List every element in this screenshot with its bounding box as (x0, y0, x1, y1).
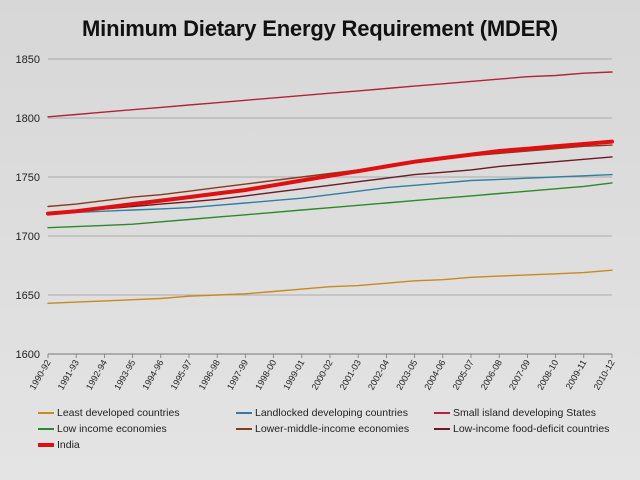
series-line (47, 173, 613, 215)
x-tick-label: 2009-11 (564, 358, 589, 391)
legend-label: Landlocked developing countries (255, 407, 408, 419)
legend-swatch (38, 412, 54, 414)
x-tick-label: 2007-09 (507, 358, 532, 392)
legend-label: Least developed countries (57, 407, 180, 419)
x-tick-label: 1993-95 (112, 358, 137, 392)
x-tick-label: 1997-99 (225, 358, 250, 392)
y-tick-label: 1700 (16, 231, 40, 243)
x-tick-label: 1991-93 (56, 358, 81, 392)
x-tick-label: 2008-10 (535, 358, 560, 392)
series-line (46, 139, 614, 216)
series-line (47, 156, 613, 215)
x-tick-label: 2002-04 (366, 358, 391, 392)
legend-item: Small island developing States (434, 406, 596, 420)
legend-swatch (236, 428, 252, 430)
y-tick-label: 1600 (16, 349, 40, 361)
x-tick-label: 1995-97 (169, 358, 194, 392)
legend-item: India (38, 438, 80, 452)
series-line (47, 182, 613, 229)
x-tick-label: 1998-00 (253, 358, 278, 392)
x-tick-label: 1990-92 (28, 358, 53, 392)
x-tick-label: 2001-03 (338, 358, 363, 392)
legend-swatch (236, 412, 252, 414)
y-tick-label: 1850 (16, 54, 40, 66)
legend-label: Lower-middle-income economies (255, 423, 410, 435)
chart-title: Minimum Dietary Energy Requirement (MDER… (82, 16, 558, 41)
x-tick-label: 2010-12 (592, 358, 617, 392)
legend-swatch (38, 428, 54, 430)
series-line (47, 71, 613, 118)
x-tick-label: 2004-06 (422, 358, 447, 392)
x-tick-label: 1994-96 (140, 358, 165, 392)
legend-swatch (38, 443, 54, 447)
y-tick-label: 1650 (16, 290, 40, 302)
y-tick-label: 1800 (16, 113, 40, 125)
x-tick-label: 2003-05 (394, 358, 419, 392)
legend-item: Low income economies (38, 422, 167, 436)
legend-swatch (434, 412, 450, 414)
x-tick-label: 1996-98 (197, 358, 222, 392)
legend-swatch (434, 428, 450, 430)
series-line (47, 144, 613, 208)
legend-label: India (57, 439, 80, 451)
legend-item: Landlocked developing countries (236, 406, 408, 420)
legend-label: Low-income food-deficit countries (453, 423, 610, 435)
series-line (47, 269, 613, 304)
x-tick-label: 1992-94 (84, 358, 109, 392)
x-tick-label: 2005-07 (451, 358, 476, 392)
legend-label: Low income economies (57, 423, 167, 435)
legend-label: Small island developing States (453, 407, 597, 419)
legend-item: Low-income food-deficit countries (434, 422, 609, 436)
legend-item: Least developed countries (38, 406, 180, 420)
x-tick-label: 1999-01 (281, 358, 306, 392)
legend-item: Lower-middle-income economies (236, 422, 409, 436)
x-tick-label: 2000-02 (310, 358, 335, 392)
x-tick-label: 2006-08 (479, 358, 504, 392)
y-tick-label: 1750 (16, 172, 40, 184)
